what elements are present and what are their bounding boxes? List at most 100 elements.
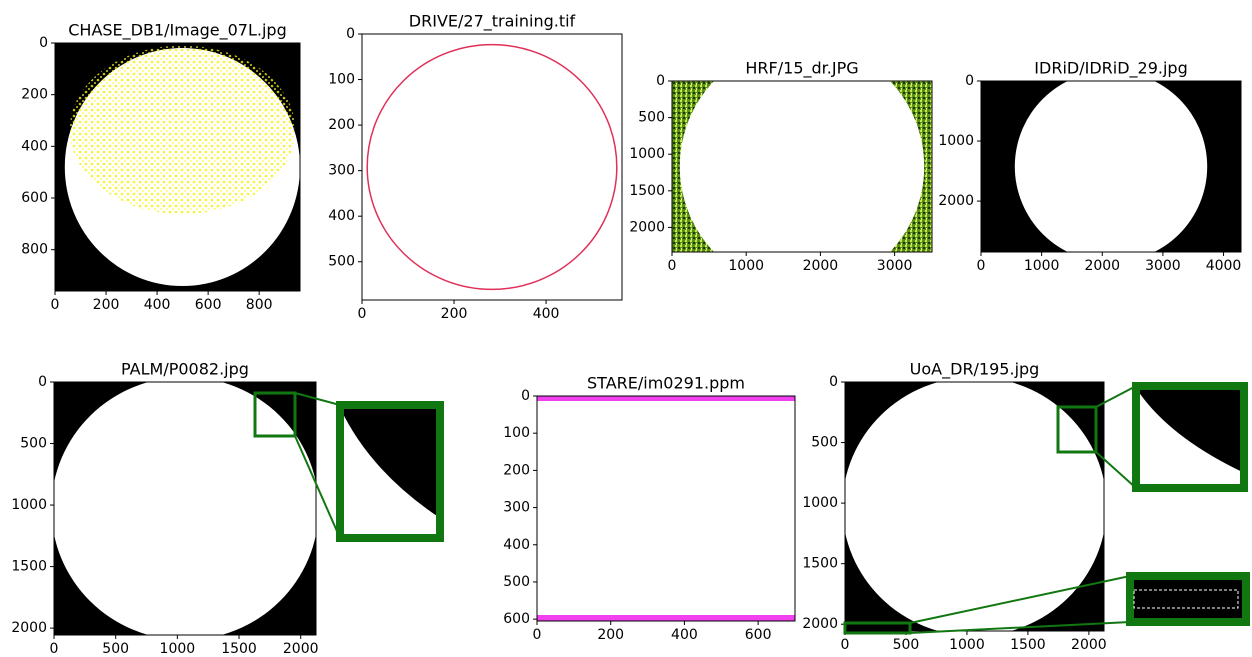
background <box>537 396 795 621</box>
inset-frame <box>336 401 444 542</box>
x-tick-label: 400 <box>671 627 698 643</box>
y-tick-label: 100 <box>328 72 355 88</box>
zoom-inset <box>253 391 444 542</box>
axes-frame <box>361 33 623 301</box>
chart-title: CHASE_DB1/Image_07L.jpg <box>68 21 287 41</box>
subplot: IDRiD/IDRiD_29.jpg 0 1000 2000 3000 4000 0 1000… <box>938 59 1242 274</box>
subplot: DRIVE/27_training.tif 0 200 400 0 100 200 300 40… <box>328 12 623 322</box>
x-tick-label: 500 <box>102 641 129 653</box>
x-tick-label: 0 <box>50 641 59 653</box>
fundus <box>54 382 316 635</box>
x-tick-label: 1500 <box>1010 637 1046 653</box>
y-tick-label: 600 <box>21 190 48 206</box>
image <box>362 34 622 300</box>
zoom-connector <box>294 435 341 539</box>
x-tick-label: 800 <box>246 297 273 313</box>
x-tick-label: 3000 <box>877 258 913 274</box>
x-tick-label: 1000 <box>1024 258 1060 274</box>
x-tick-label: 200 <box>597 627 624 643</box>
chart-title: DRIVE/27_training.tif <box>409 12 576 32</box>
image <box>54 382 316 635</box>
image <box>672 81 932 252</box>
y-tick-label: 1000 <box>629 146 665 162</box>
y-tick-label: 0 <box>829 374 838 390</box>
y-tick-label: 0 <box>346 26 355 42</box>
chart-title: IDRiD/IDRiD_29.jpg <box>1034 59 1187 79</box>
y-tick-label: 2000 <box>938 193 974 209</box>
axes-frame <box>536 395 796 622</box>
chart-title: UoA_DR/195.jpg <box>910 360 1040 380</box>
y-tick-label: 1500 <box>11 559 47 575</box>
image <box>55 43 300 291</box>
y-tick-label: 2000 <box>11 620 47 636</box>
axes-frame <box>844 381 1105 632</box>
chart-title: PALM/P0082.jpg <box>121 360 249 379</box>
y-tick-label: 0 <box>38 374 47 390</box>
x-tick-label: 2000 <box>803 258 839 274</box>
y-tick-label: 300 <box>328 163 355 179</box>
inset-image <box>1126 572 1250 626</box>
y-tick-label: 1000 <box>938 133 974 149</box>
y-tick-label: 200 <box>503 462 530 478</box>
x-tick-label: 0 <box>533 627 542 643</box>
fundus <box>679 81 925 252</box>
y-tick-label: 100 <box>503 425 530 441</box>
y-tick-label: 400 <box>328 208 355 224</box>
y-tick-label: 400 <box>503 537 530 553</box>
x-tick-label: 1000 <box>160 641 196 653</box>
y-tick-label: 0 <box>656 73 665 89</box>
y-tick-label: 0 <box>965 73 974 89</box>
inset-content <box>1133 589 1239 609</box>
inset-frame <box>1132 382 1248 492</box>
axes-frame <box>53 381 317 636</box>
y-tick-label: 500 <box>20 436 47 452</box>
zoom-connector <box>294 392 341 406</box>
zoom-connector <box>1095 451 1137 489</box>
x-tick-label: 1000 <box>949 637 985 653</box>
x-tick-label: 0 <box>668 258 677 274</box>
band <box>537 615 795 621</box>
y-tick-label: 1000 <box>11 497 47 513</box>
fundus <box>69 45 296 215</box>
chart-title: HRF/15_dr.JPG <box>745 59 858 79</box>
x-tick-label: 0 <box>51 297 60 313</box>
x-tick-label: 1000 <box>728 258 764 274</box>
axes-frame <box>54 42 301 292</box>
y-tick-label: 500 <box>503 574 530 590</box>
inset-content <box>340 405 440 519</box>
band <box>537 396 795 401</box>
zoom-connector <box>909 621 1131 634</box>
inset-content <box>1136 386 1244 473</box>
y-tick-label: 0 <box>521 388 530 404</box>
x-tick-label: 600 <box>195 297 222 313</box>
y-tick-label: 200 <box>328 117 355 133</box>
y-tick-label: 1000 <box>802 495 838 511</box>
zoom-connector <box>1095 385 1137 408</box>
chart-title: STARE/im0291.ppm <box>587 374 745 393</box>
axes-frame <box>671 80 933 253</box>
x-tick-label: 3000 <box>1145 258 1181 274</box>
x-tick-label: 600 <box>745 627 772 643</box>
y-tick-label: 500 <box>811 435 838 451</box>
x-tick-label: 4000 <box>1206 258 1242 274</box>
y-tick-label: 2000 <box>802 616 838 632</box>
image <box>537 396 795 621</box>
x-tick-label: 1500 <box>221 641 257 653</box>
fundus <box>845 382 1104 631</box>
image <box>845 382 1104 631</box>
y-tick-label: 800 <box>21 242 48 258</box>
y-tick-label: 0 <box>39 35 48 51</box>
y-tick-label: 600 <box>503 611 530 627</box>
background <box>362 34 622 300</box>
y-tick-label: 2000 <box>629 219 665 235</box>
subplot: CHASE_DB1/Image_07L.jpg 0 200 400 600 800 0 200… <box>21 21 301 313</box>
x-tick-label: 0 <box>841 637 850 653</box>
x-tick-label: 400 <box>144 297 171 313</box>
zoom-region <box>253 391 297 438</box>
y-tick-label: 1500 <box>629 183 665 199</box>
y-tick-label: 500 <box>638 110 665 126</box>
fundus <box>366 43 618 291</box>
y-tick-label: 300 <box>503 500 530 516</box>
